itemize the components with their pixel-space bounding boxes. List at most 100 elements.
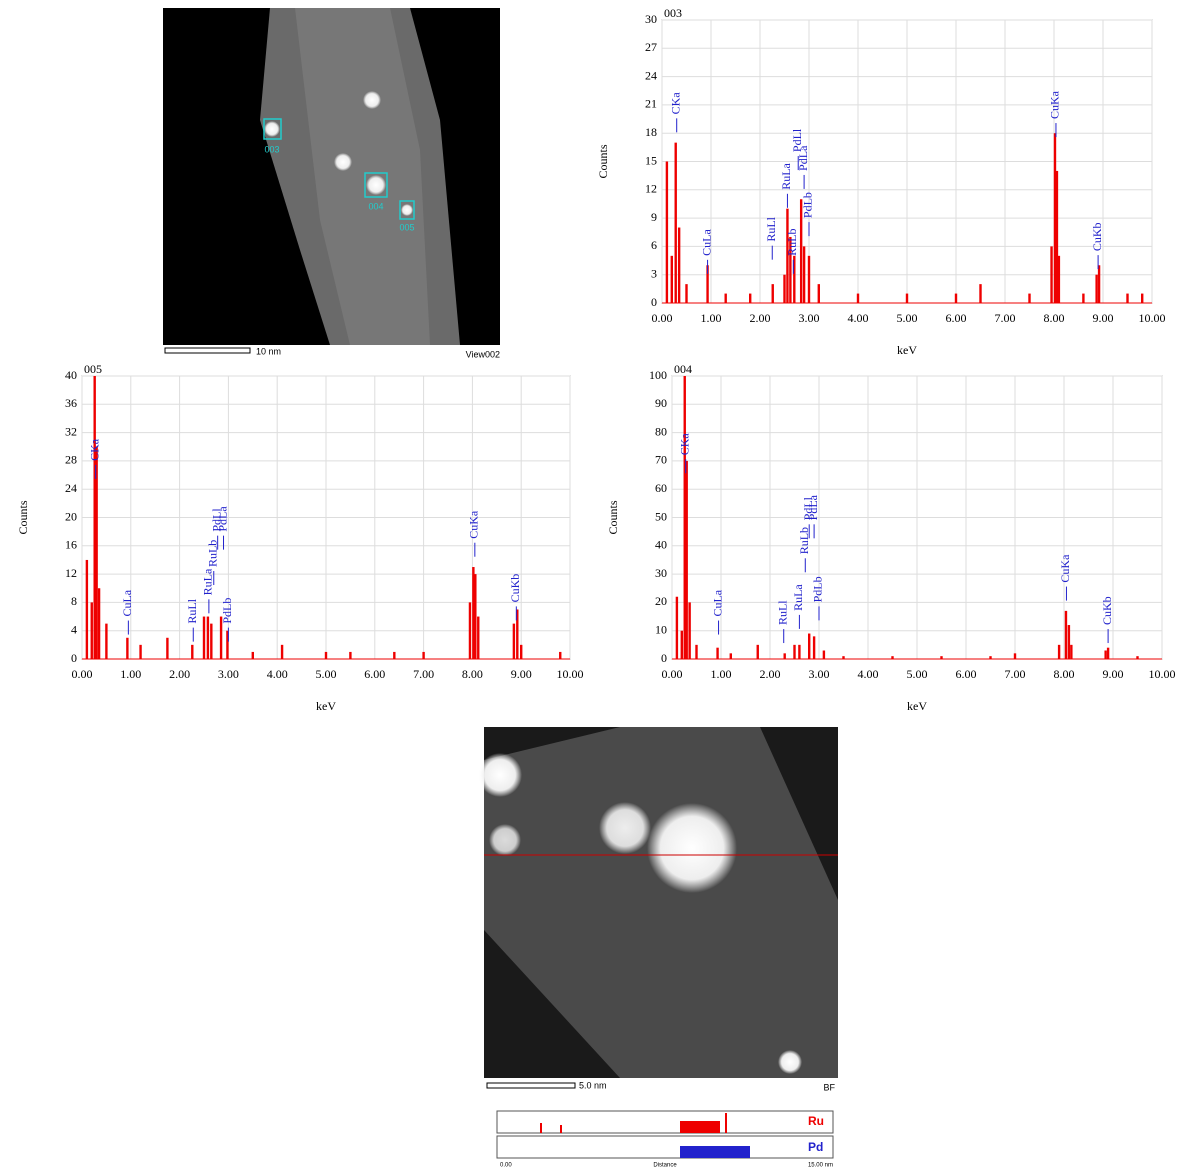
x-tick-label: 7.00: [1005, 667, 1026, 681]
annotation: PdLa: [215, 506, 229, 532]
y-tick-label: 12: [65, 566, 77, 580]
annotation: PdLl: [209, 508, 223, 532]
x-tick-label: 4.00: [848, 311, 869, 325]
annotation: CuKb: [1090, 222, 1104, 251]
bar: [1106, 647, 1110, 659]
y-tick-label: 24: [645, 68, 657, 82]
bar: [695, 644, 698, 659]
y-tick-label: 27: [645, 40, 657, 54]
x-tick-label: 5.00: [907, 667, 928, 681]
bar: [685, 460, 688, 659]
profile-axis-label: 15.00 nm: [808, 1163, 833, 1169]
x-tick-label: 9.00: [511, 667, 532, 681]
scale-bar-label: 10 nm: [256, 346, 281, 356]
annotation: PdLb: [811, 576, 825, 602]
annotation: CKa: [668, 92, 682, 115]
bar: [477, 616, 480, 659]
annotation: CuKa: [467, 510, 481, 539]
annotation: RuLb: [785, 228, 799, 255]
y-axis-label: Counts: [606, 500, 620, 534]
bar: [472, 567, 475, 659]
x-tick-label: 10.00: [1139, 311, 1166, 325]
y-axis-label: Counts: [16, 500, 30, 534]
annotation: PdLb: [801, 192, 815, 218]
annotation: RuLl: [775, 600, 789, 625]
y-tick-label: 8: [71, 594, 77, 608]
bar: [126, 637, 129, 659]
x-tick-label: 7.00: [413, 667, 434, 681]
y-tick-label: 20: [65, 509, 77, 523]
bar: [756, 644, 759, 659]
bar: [670, 255, 673, 303]
y-tick-label: 36: [65, 396, 77, 410]
y-tick-label: 90: [655, 396, 667, 410]
bar: [771, 284, 774, 303]
bar: [468, 602, 472, 659]
bar: [688, 602, 691, 659]
bar: [905, 293, 909, 303]
bar: [842, 656, 845, 659]
bar: [251, 651, 254, 659]
bar: [683, 376, 686, 659]
mode-label: BF: [823, 1082, 835, 1092]
bar: [280, 644, 284, 659]
y-tick-label: 24: [65, 481, 77, 495]
annotation: CuKb: [1100, 596, 1114, 625]
y-tick-label: 30: [655, 566, 667, 580]
bar: [674, 142, 677, 303]
y-tick-label: 70: [655, 453, 667, 467]
annotation: RuLa: [779, 162, 793, 189]
annotation: PdLl: [790, 128, 804, 152]
x-tick-label: 4.00: [267, 667, 288, 681]
bar: [954, 293, 958, 303]
bar: [219, 616, 223, 659]
bar: [1141, 293, 1144, 303]
bar: [1095, 274, 1098, 303]
y-tick-label: 18: [645, 125, 657, 139]
bar: [675, 596, 679, 659]
bar: [802, 246, 806, 303]
x-tick-label: 9.00: [1093, 311, 1114, 325]
chart-title: 005: [84, 362, 102, 376]
annotation: CuLa: [120, 589, 134, 616]
bar: [93, 376, 96, 659]
bar: [891, 656, 894, 659]
spectrum-chart: 0 3 6 9 12 15 18 21 24 27 30 0.00 1.00 2.00 3.00 4.00 5.…: [596, 6, 1166, 357]
region-label: 003: [264, 144, 279, 154]
y-tick-label: 0: [71, 651, 77, 665]
bar: [1082, 293, 1085, 303]
y-tick-label: 12: [645, 182, 657, 196]
bar: [512, 623, 516, 659]
x-tick-label: 7.00: [995, 311, 1016, 325]
bar: [1055, 170, 1059, 303]
bar: [1104, 650, 1107, 659]
annotation: PdLb: [220, 598, 234, 624]
y-tick-label: 20: [655, 594, 667, 608]
annotation: CuLa: [699, 228, 713, 255]
y-tick-label: 3: [651, 266, 657, 280]
bar: [716, 647, 719, 659]
bar: [940, 656, 943, 659]
bar: [1057, 644, 1061, 659]
x-tick-label: 8.00: [462, 667, 483, 681]
bar: [677, 227, 681, 303]
x-tick-label: 0.00: [652, 311, 673, 325]
bar: [706, 265, 709, 303]
bar: [474, 574, 477, 659]
x-tick-label: 6.00: [946, 311, 967, 325]
annotation: CuLa: [710, 589, 724, 616]
bar: [1057, 255, 1061, 303]
bar: [798, 644, 801, 659]
view-label: View002: [466, 349, 500, 359]
bar: [520, 644, 523, 659]
bar: [680, 630, 683, 659]
x-tick-label: 1.00: [711, 667, 732, 681]
annotation: CuKb: [508, 574, 522, 603]
x-tick-label: 5.00: [316, 667, 337, 681]
y-tick-label: 4: [71, 622, 77, 636]
spectrum-chart: 0 10 20 30 40 50 60 70 80 90 100 0.00 1.00 2.00 3.00 4.…: [606, 362, 1176, 713]
bar: [685, 284, 688, 303]
bar: [422, 651, 425, 659]
bar: [166, 637, 169, 659]
bar: [783, 274, 786, 303]
